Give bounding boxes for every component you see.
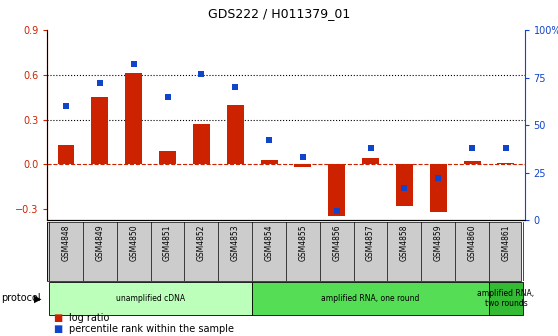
- Bar: [362, 158, 379, 164]
- Text: GSM4859: GSM4859: [434, 225, 442, 261]
- Text: log ratio: log ratio: [69, 313, 109, 323]
- Text: GSM4854: GSM4854: [264, 225, 273, 261]
- Bar: [92, 97, 108, 164]
- Bar: [396, 164, 413, 206]
- Text: ▶: ▶: [34, 293, 42, 303]
- Point: [264, 138, 273, 143]
- Bar: [49, 282, 252, 315]
- Point: [502, 145, 511, 151]
- Point: [163, 94, 172, 99]
- Text: GSM4852: GSM4852: [197, 225, 206, 261]
- Text: GSM4851: GSM4851: [163, 225, 172, 261]
- Text: GSM4849: GSM4849: [95, 225, 104, 261]
- Text: amplified RNA, one round: amplified RNA, one round: [321, 294, 420, 303]
- Bar: [125, 74, 142, 164]
- Text: GSM4855: GSM4855: [299, 225, 307, 261]
- Point: [332, 208, 341, 213]
- Text: GSM4848: GSM4848: [61, 225, 70, 261]
- Bar: [252, 282, 489, 315]
- Text: ■: ■: [53, 313, 62, 323]
- Bar: [464, 161, 480, 164]
- Text: percentile rank within the sample: percentile rank within the sample: [69, 324, 234, 334]
- Point: [468, 145, 477, 151]
- Point: [61, 103, 70, 109]
- Bar: [159, 151, 176, 164]
- Point: [299, 155, 307, 160]
- Bar: [328, 164, 345, 216]
- Bar: [430, 164, 447, 212]
- Bar: [261, 160, 277, 164]
- Text: unamplified cDNA: unamplified cDNA: [116, 294, 185, 303]
- Text: GSM4857: GSM4857: [366, 225, 375, 261]
- Bar: [497, 163, 514, 164]
- Text: GSM4856: GSM4856: [332, 225, 341, 261]
- Point: [197, 71, 206, 77]
- Text: GSM4860: GSM4860: [468, 225, 477, 261]
- Text: amplified RNA,
two rounds: amplified RNA, two rounds: [477, 289, 535, 308]
- Point: [231, 85, 240, 90]
- Text: ■: ■: [53, 324, 62, 334]
- Bar: [227, 105, 244, 164]
- Bar: [295, 164, 311, 167]
- Text: GSM4853: GSM4853: [230, 225, 240, 261]
- Text: GSM4858: GSM4858: [400, 225, 409, 261]
- Point: [95, 81, 104, 86]
- Text: GSM4850: GSM4850: [129, 225, 138, 261]
- Text: protocol: protocol: [1, 293, 41, 303]
- Point: [400, 185, 409, 191]
- Bar: [193, 124, 210, 164]
- Text: GSM4861: GSM4861: [502, 225, 511, 261]
- Point: [129, 62, 138, 67]
- Point: [366, 145, 375, 151]
- Bar: [57, 145, 75, 164]
- Text: GDS222 / H011379_01: GDS222 / H011379_01: [208, 7, 350, 20]
- Point: [434, 176, 442, 181]
- Bar: [489, 282, 523, 315]
